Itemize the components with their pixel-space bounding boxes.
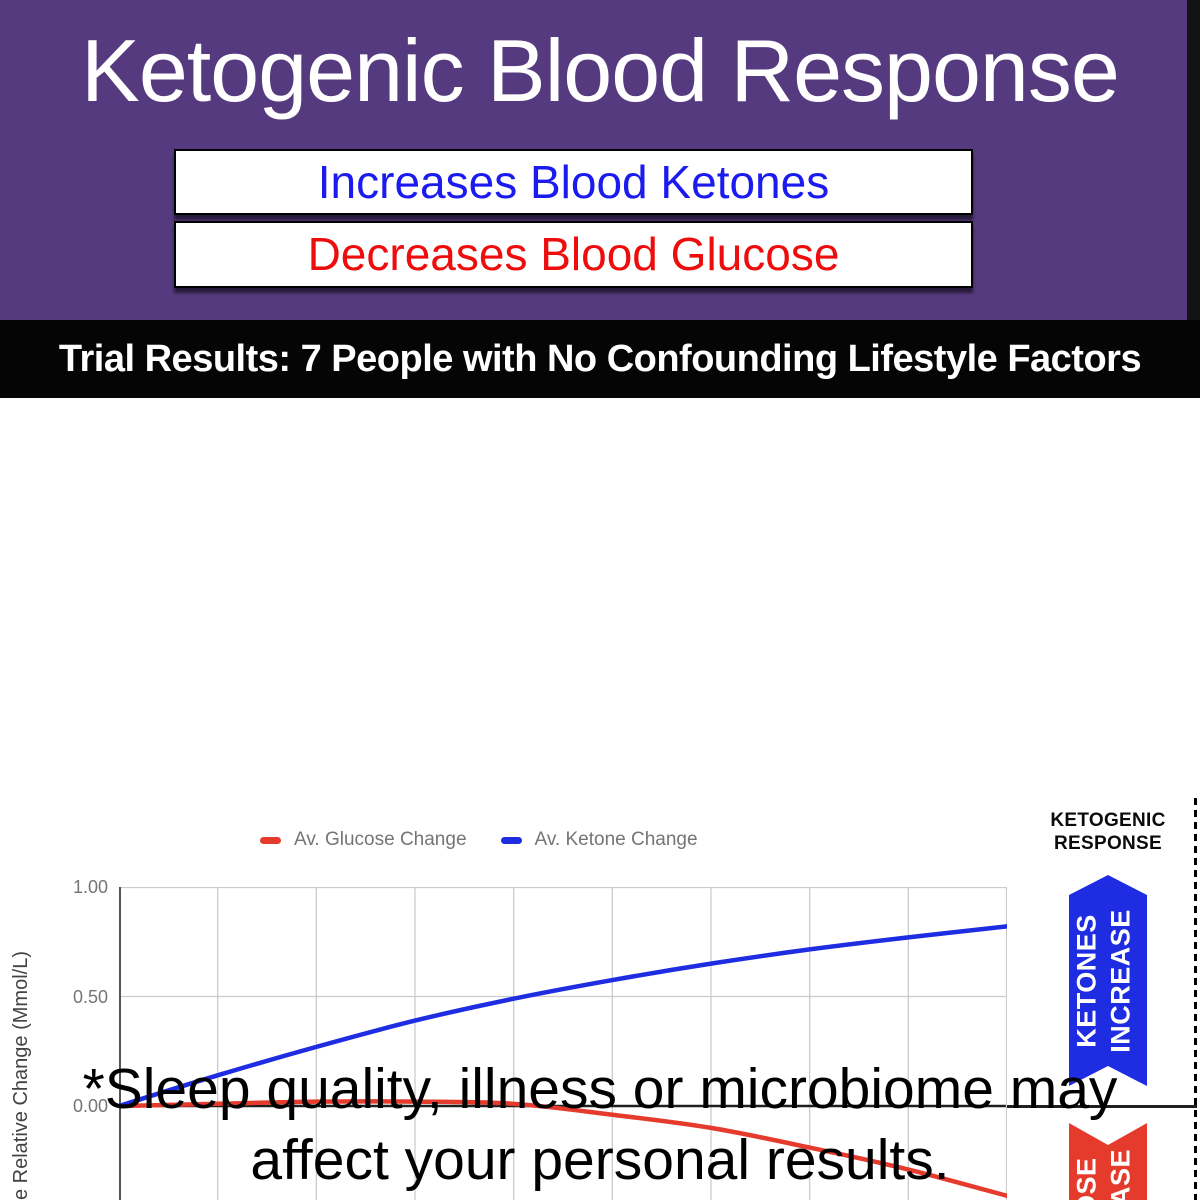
legend-item-glucose: Av. Glucose Change — [260, 829, 467, 851]
header-right-edge — [1187, 0, 1200, 320]
trial-results-banner: Trial Results: 7 People with No Confound… — [0, 320, 1200, 398]
legend-item-ketone: Av. Ketone Change — [500, 829, 698, 851]
series-line-0 — [119, 1099, 1007, 1199]
page-title: Ketogenic Blood Response — [81, 21, 1120, 120]
ketones-subtitle-box: Increases Blood Ketones — [174, 149, 973, 215]
header-section: Ketogenic Blood Response Increases Blood… — [0, 0, 1200, 320]
footnote-line-1: *Sleep quality, illness or microbiome ma… — [82, 1057, 1118, 1121]
line-chart-plot — [119, 887, 1007, 1200]
series-line-1 — [119, 924, 1007, 1109]
up-arrow-ribbon-icon — [1069, 875, 1147, 1086]
glucose-line-swatch-icon — [260, 836, 281, 844]
glucose-decrease-arrow: GLUCOSE DECREASE — [1069, 1123, 1147, 1200]
glucose-subtitle-text: Decreases Blood Glucose — [307, 228, 840, 280]
y-tick-label: 0.50 — [72, 986, 108, 1007]
down-arrow-ribbon-icon — [1069, 1123, 1147, 1200]
right-dashed-divider — [1194, 798, 1197, 1200]
ketone-line-swatch-icon — [500, 836, 522, 844]
legend-label-ketone: Av. Ketone Change — [534, 829, 698, 850]
glucose-subtitle-box: Decreases Blood Glucose — [174, 221, 973, 288]
zero-baseline-extension — [1007, 1105, 1197, 1108]
y-tick-label: 0.00 — [72, 1096, 108, 1116]
ketogenic-response-heading: KETOGENIC RESPONSE — [1050, 810, 1166, 854]
footnote-line-2: affect your personal results. — [250, 1128, 950, 1192]
chart-legend: Av. Glucose Change Av. Ketone Change — [260, 829, 698, 851]
chart-section: Av. Glucose Change Av. Ketone Change 1.0… — [0, 398, 1200, 1200]
legend-label-glucose: Av. Glucose Change — [294, 829, 467, 850]
y-tick-label: 1.00 — [72, 877, 108, 897]
ketones-subtitle-text: Increases Blood Ketones — [317, 156, 830, 208]
footnote: *Sleep quality, illness or microbiome ma… — [0, 1054, 1200, 1196]
ketones-increase-arrow: KETONES INCREASE — [1069, 875, 1147, 1086]
